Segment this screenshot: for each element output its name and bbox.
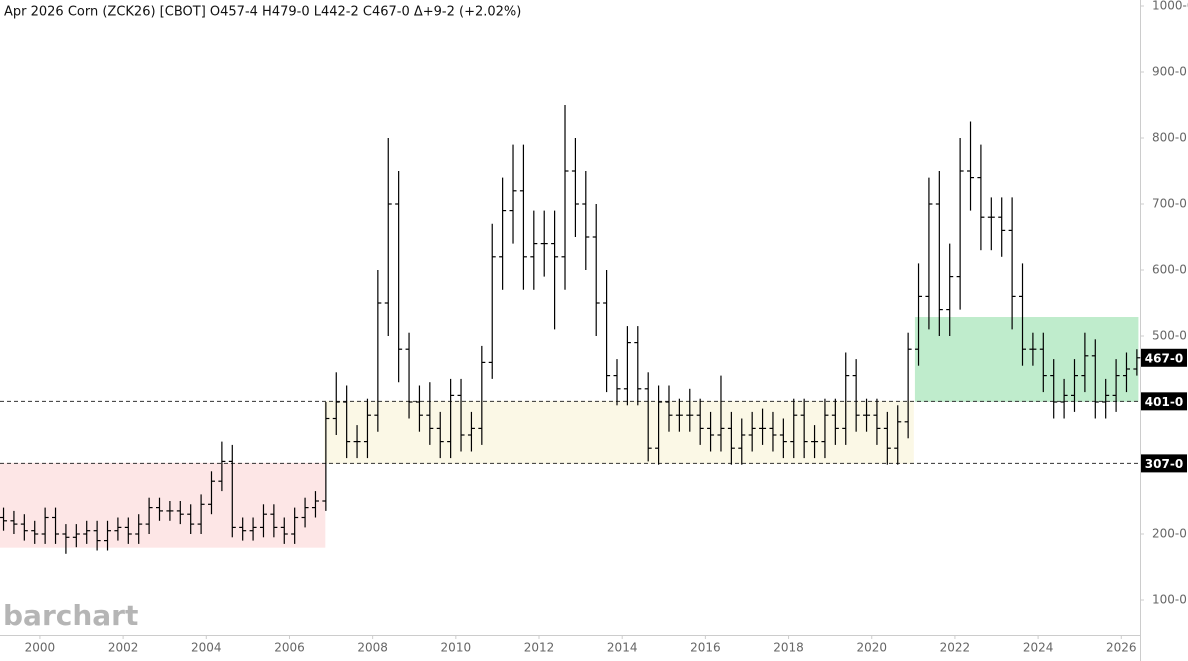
- zone: [0, 462, 326, 548]
- y-tick-label: 200-0: [1152, 527, 1187, 541]
- chart-title: Apr 2026 Corn (ZCK26) [CBOT] O457-4 H479…: [4, 5, 521, 20]
- x-tick-label: 2024: [1023, 641, 1054, 655]
- price-label-box: [1141, 454, 1187, 473]
- x-tick-label: 2020: [856, 641, 887, 655]
- x-tick-label: 2002: [108, 641, 139, 655]
- x-tick-label: 2008: [357, 641, 388, 655]
- zone: [914, 317, 1139, 402]
- zone: [324, 400, 914, 464]
- x-tick-label: 2012: [524, 641, 555, 655]
- x-tick-label: 2016: [690, 641, 721, 655]
- y-tick-label: 700-0: [1152, 197, 1187, 211]
- y-tick-label: 500-0: [1152, 329, 1187, 343]
- x-tick-label: 2022: [940, 641, 971, 655]
- price-label: 401-0: [1145, 395, 1183, 409]
- x-tick-label: 2026: [1106, 641, 1137, 655]
- price-label: 467-0: [1145, 351, 1183, 365]
- price-label-box: [1141, 348, 1187, 367]
- x-tick-label: 2004: [191, 641, 222, 655]
- y-tick-label: 100-0: [1152, 593, 1187, 607]
- price-label-box: [1141, 392, 1187, 411]
- x-tick-label: 2000: [25, 641, 56, 655]
- y-tick-label: 600-0: [1152, 263, 1187, 277]
- y-tick-label: 800-0: [1152, 131, 1187, 145]
- x-tick-label: 2006: [274, 641, 305, 655]
- y-tick-label: 900-0: [1152, 65, 1187, 79]
- price-label: 307-0: [1145, 457, 1183, 471]
- x-tick-label: 2014: [607, 641, 638, 655]
- x-tick-label: 2018: [773, 641, 804, 655]
- y-tick-label: 1000-0: [1152, 0, 1188, 13]
- x-tick-label: 2010: [441, 641, 472, 655]
- watermark: barchart: [3, 599, 138, 632]
